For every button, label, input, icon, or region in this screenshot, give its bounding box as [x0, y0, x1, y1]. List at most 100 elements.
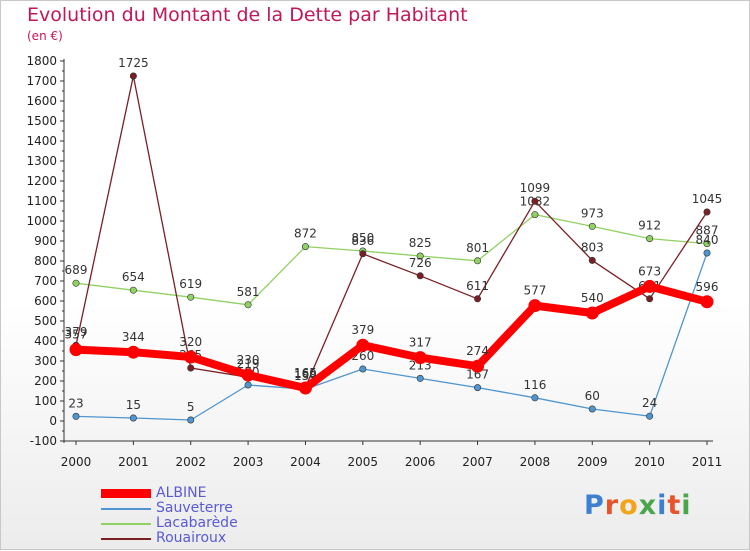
data-label: 850 [351, 231, 374, 245]
data-label: 169 [294, 367, 317, 381]
y-tick-label: 1600 [26, 94, 57, 108]
legend-label: ALBINE [156, 485, 207, 501]
data-label: 60 [585, 389, 600, 403]
data-point [703, 249, 711, 257]
y-tick-label: 1500 [26, 114, 57, 128]
data-point [359, 250, 367, 258]
y-tick-label: 1100 [26, 194, 57, 208]
logo-letter: t [667, 490, 682, 521]
data-point [474, 384, 482, 392]
data-label: 317 [409, 336, 432, 350]
data-label: 803 [581, 240, 604, 254]
logo-letter: i [657, 490, 668, 521]
data-label: 611 [466, 279, 489, 293]
data-label: 116 [523, 378, 546, 392]
data-point [72, 412, 80, 420]
y-tick-label: 1700 [26, 74, 57, 88]
y-tick-label: -100 [30, 434, 57, 448]
x-tick-label: 2006 [405, 455, 436, 469]
data-label: 872 [294, 227, 317, 241]
data-point [416, 272, 424, 280]
data-point [531, 211, 539, 219]
data-label: 274 [466, 344, 489, 358]
data-point [474, 295, 482, 303]
y-tick-label: 0 [49, 414, 57, 428]
y-tick-label: 1300 [26, 154, 57, 168]
data-label: 973 [581, 206, 604, 220]
data-point [588, 405, 596, 413]
x-tick-label: 2004 [290, 455, 321, 469]
data-label: 379 [65, 325, 88, 339]
data-point [301, 243, 309, 251]
series-line-albine [72, 282, 711, 392]
data-label: 654 [122, 270, 145, 284]
chart-unit-label: (en €) [27, 29, 63, 43]
data-point [646, 412, 654, 420]
data-label: 689 [65, 263, 88, 277]
series-line-sauveterre [75, 252, 708, 421]
y-tick-label: 1400 [26, 134, 57, 148]
data-label: 320 [179, 335, 202, 349]
y-tick-label: 700 [34, 274, 57, 288]
data-label: 577 [523, 284, 546, 298]
data-label: 5 [187, 400, 195, 414]
data-label: 619 [179, 277, 202, 291]
x-tick-label: 2007 [462, 455, 493, 469]
y-tick-label: 1800 [26, 54, 57, 68]
data-label: 24 [642, 396, 657, 410]
data-point [241, 368, 255, 382]
data-label: 836 [351, 234, 374, 248]
data-point [531, 197, 539, 205]
chart-title: Evolution du Montant de la Dette par Hab… [27, 4, 468, 26]
logo-letter: o [619, 490, 639, 521]
data-label: 1725 [118, 56, 149, 70]
legend-swatch [101, 538, 151, 540]
data-point [244, 381, 252, 389]
x-tick-label: 2008 [520, 455, 551, 469]
data-label: 230 [237, 353, 260, 367]
data-point [646, 295, 654, 303]
y-tick-label: 600 [34, 294, 57, 308]
data-point [359, 365, 367, 373]
x-tick-label: 2005 [348, 455, 379, 469]
data-point [184, 350, 198, 364]
logo-letter: i [681, 490, 692, 521]
data-point [187, 416, 195, 424]
x-tick-label: 2011 [692, 455, 723, 469]
data-point [700, 295, 714, 309]
data-label: 825 [409, 236, 432, 250]
data-point [643, 279, 657, 293]
logo-letter: r [604, 490, 620, 521]
data-label: 23 [68, 396, 83, 410]
data-point [531, 394, 539, 402]
proxiti-logo: Proxiti [584, 490, 692, 521]
y-tick-label: 400 [34, 334, 57, 348]
y-tick-label: 100 [34, 394, 57, 408]
data-point [126, 345, 140, 359]
y-tick-label: 900 [34, 234, 57, 248]
x-tick-label: 2009 [577, 455, 608, 469]
x-tick-label: 2003 [233, 455, 264, 469]
data-point [187, 293, 195, 301]
data-label: 15 [126, 398, 141, 412]
legend-label: Rouairoux [156, 530, 227, 546]
data-point [72, 279, 80, 287]
data-point [528, 299, 542, 313]
legend-swatch [101, 489, 151, 498]
data-label: 1045 [692, 192, 723, 206]
data-point [129, 72, 137, 80]
data-label: 344 [122, 330, 145, 344]
data-label: 1099 [520, 181, 551, 195]
data-point [646, 235, 654, 243]
data-point [298, 381, 312, 395]
data-point [585, 306, 599, 320]
data-label: 840 [696, 233, 719, 247]
data-point [413, 351, 427, 365]
data-point [129, 286, 137, 294]
legend-swatch [101, 523, 151, 525]
data-point [703, 208, 711, 216]
x-tick-label: 2000 [61, 455, 92, 469]
data-label: 726 [409, 256, 432, 270]
data-label: 581 [237, 285, 260, 299]
